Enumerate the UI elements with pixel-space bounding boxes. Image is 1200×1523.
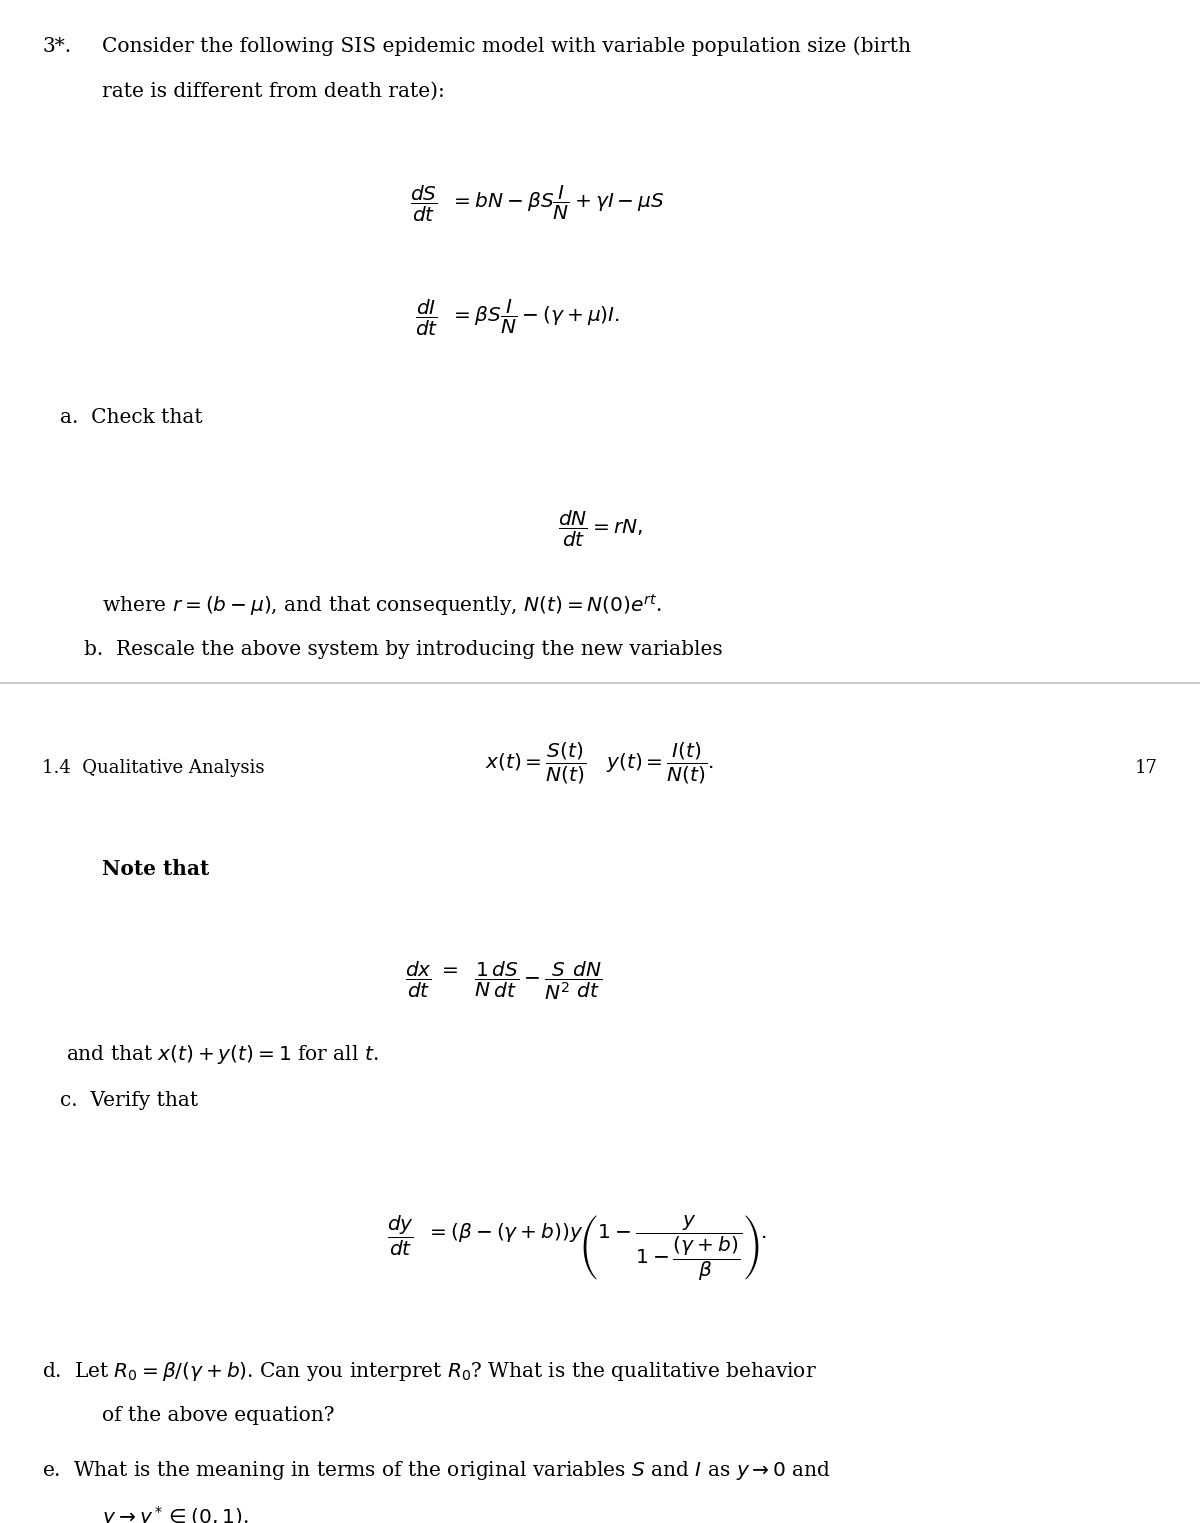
Text: $\dfrac{dS}{dt}$: $\dfrac{dS}{dt}$ <box>410 184 438 224</box>
Text: c.  Verify that: c. Verify that <box>60 1092 198 1110</box>
Text: $\dfrac{1}{N}\dfrac{dS}{dt} - \dfrac{S}{N^2}\dfrac{dN}{dt}$: $\dfrac{1}{N}\dfrac{dS}{dt} - \dfrac{S}{… <box>474 959 602 1002</box>
Text: where $r = (b - \mu)$, and that consequently, $N(t) = N(0)e^{rt}$.: where $r = (b - \mu)$, and that conseque… <box>102 592 662 618</box>
Text: $\dfrac{dx}{dt}$: $\dfrac{dx}{dt}$ <box>406 959 432 999</box>
Text: 3*.: 3*. <box>42 37 71 56</box>
Text: a.  Check that: a. Check that <box>60 408 203 428</box>
Text: 1.4  Qualitative Analysis: 1.4 Qualitative Analysis <box>42 760 264 777</box>
Text: $x(t) = \dfrac{S(t)}{N(t)} \quad y(t) = \dfrac{I(t)}{N(t)}.$: $x(t) = \dfrac{S(t)}{N(t)} \quad y(t) = … <box>486 740 714 786</box>
Text: $= (\beta - (\gamma + b))y\left(1 - \dfrac{y}{1 - \dfrac{(\gamma+b)}{\beta}}\rig: $= (\beta - (\gamma + b))y\left(1 - \dfr… <box>426 1214 767 1282</box>
Text: $= bN - \beta S\dfrac{I}{N} + \gamma I - \mu S$: $= bN - \beta S\dfrac{I}{N} + \gamma I -… <box>450 184 665 222</box>
Text: and that $x(t) + y(t) = 1$ for all $t$.: and that $x(t) + y(t) = 1$ for all $t$. <box>66 1043 379 1066</box>
Text: d.  Let $R_0 = \beta/(\gamma+b)$. Can you interpret $R_0$? What is the qualitati: d. Let $R_0 = \beta/(\gamma+b)$. Can you… <box>42 1360 817 1383</box>
Text: $\dfrac{dI}{dt}$: $\dfrac{dI}{dt}$ <box>415 299 438 338</box>
Text: e.  What is the meaning in terms of the original variables $S$ and $I$ as $y \to: e. What is the meaning in terms of the o… <box>42 1459 832 1482</box>
Text: $\dfrac{dy}{dt}$: $\dfrac{dy}{dt}$ <box>388 1214 414 1258</box>
Text: rate is different from death rate):: rate is different from death rate): <box>102 82 445 101</box>
Text: $= \beta S\dfrac{I}{N} - (\gamma + \mu)I.$: $= \beta S\dfrac{I}{N} - (\gamma + \mu)I… <box>450 299 620 337</box>
Text: b.  Rescale the above system by introducing the new variables: b. Rescale the above system by introduci… <box>84 641 722 659</box>
Text: Consider the following SIS epidemic model with variable population size (birth: Consider the following SIS epidemic mode… <box>102 37 911 56</box>
Text: Note that: Note that <box>102 859 209 879</box>
Text: $\dfrac{dN}{dt} = rN,$: $\dfrac{dN}{dt} = rN,$ <box>558 509 642 548</box>
Text: $y \to y^* \in (0,1)$.: $y \to y^* \in (0,1)$. <box>102 1505 248 1523</box>
Text: $=$: $=$ <box>438 959 458 978</box>
Text: 17: 17 <box>1135 760 1158 777</box>
Text: of the above equation?: of the above equation? <box>102 1406 335 1426</box>
